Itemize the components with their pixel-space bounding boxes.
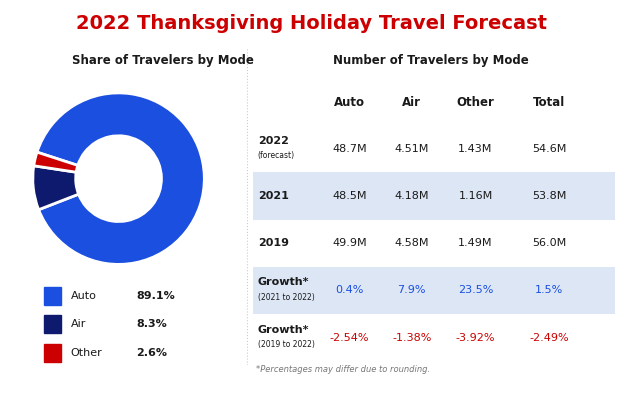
Wedge shape [34,152,78,172]
Text: 89.1%: 89.1% [136,291,175,301]
Text: 48.7M: 48.7M [332,144,367,154]
Text: 4.51M: 4.51M [394,144,429,154]
Text: Growth*: Growth* [258,278,310,287]
Text: Other: Other [71,348,102,358]
Text: 1.49M: 1.49M [458,238,493,248]
Text: 1.43M: 1.43M [458,144,493,154]
Text: -3.92%: -3.92% [456,333,495,343]
Text: 2022: 2022 [258,136,288,146]
Text: (2021 to 2022): (2021 to 2022) [258,293,314,302]
Text: Auto: Auto [334,96,365,109]
Text: *Percentages may differ due to rounding.: *Percentages may differ due to rounding. [256,365,430,374]
Wedge shape [33,166,79,210]
Text: -1.38%: -1.38% [392,333,432,343]
Text: Other: Other [457,96,494,109]
Text: Air: Air [71,319,86,330]
Text: Number of Travelers by Mode: Number of Travelers by Mode [333,54,529,67]
Wedge shape [37,93,204,264]
Text: (forecast): (forecast) [258,151,295,160]
Text: 23.5%: 23.5% [458,285,493,295]
Text: 56.0M: 56.0M [532,238,566,248]
Text: 49.9M: 49.9M [332,238,367,248]
Text: 2021: 2021 [258,191,288,201]
Text: 2.6%: 2.6% [136,348,167,358]
Text: 4.18M: 4.18M [394,191,429,201]
Text: Total: Total [533,96,565,109]
Text: 53.8M: 53.8M [532,191,567,201]
Text: 2019: 2019 [258,238,289,248]
Text: 4.58M: 4.58M [394,238,429,248]
Text: 8.3%: 8.3% [136,319,167,330]
Text: -2.54%: -2.54% [329,333,369,343]
Text: Air: Air [402,96,421,109]
Text: 0.4%: 0.4% [335,285,364,295]
Text: 2022 Thanksgiving Holiday Travel Forecast: 2022 Thanksgiving Holiday Travel Forecas… [77,14,547,33]
Text: (2019 to 2022): (2019 to 2022) [258,340,314,349]
Text: Growth*: Growth* [258,325,310,335]
Text: 7.9%: 7.9% [397,285,426,295]
Text: -2.49%: -2.49% [529,333,569,343]
Text: 1.5%: 1.5% [535,285,563,295]
Text: 48.5M: 48.5M [332,191,367,201]
Text: 54.6M: 54.6M [532,144,567,154]
Text: Share of Travelers by Mode: Share of Travelers by Mode [72,54,253,67]
Text: 1.16M: 1.16M [459,191,492,201]
Text: Auto: Auto [71,291,96,301]
